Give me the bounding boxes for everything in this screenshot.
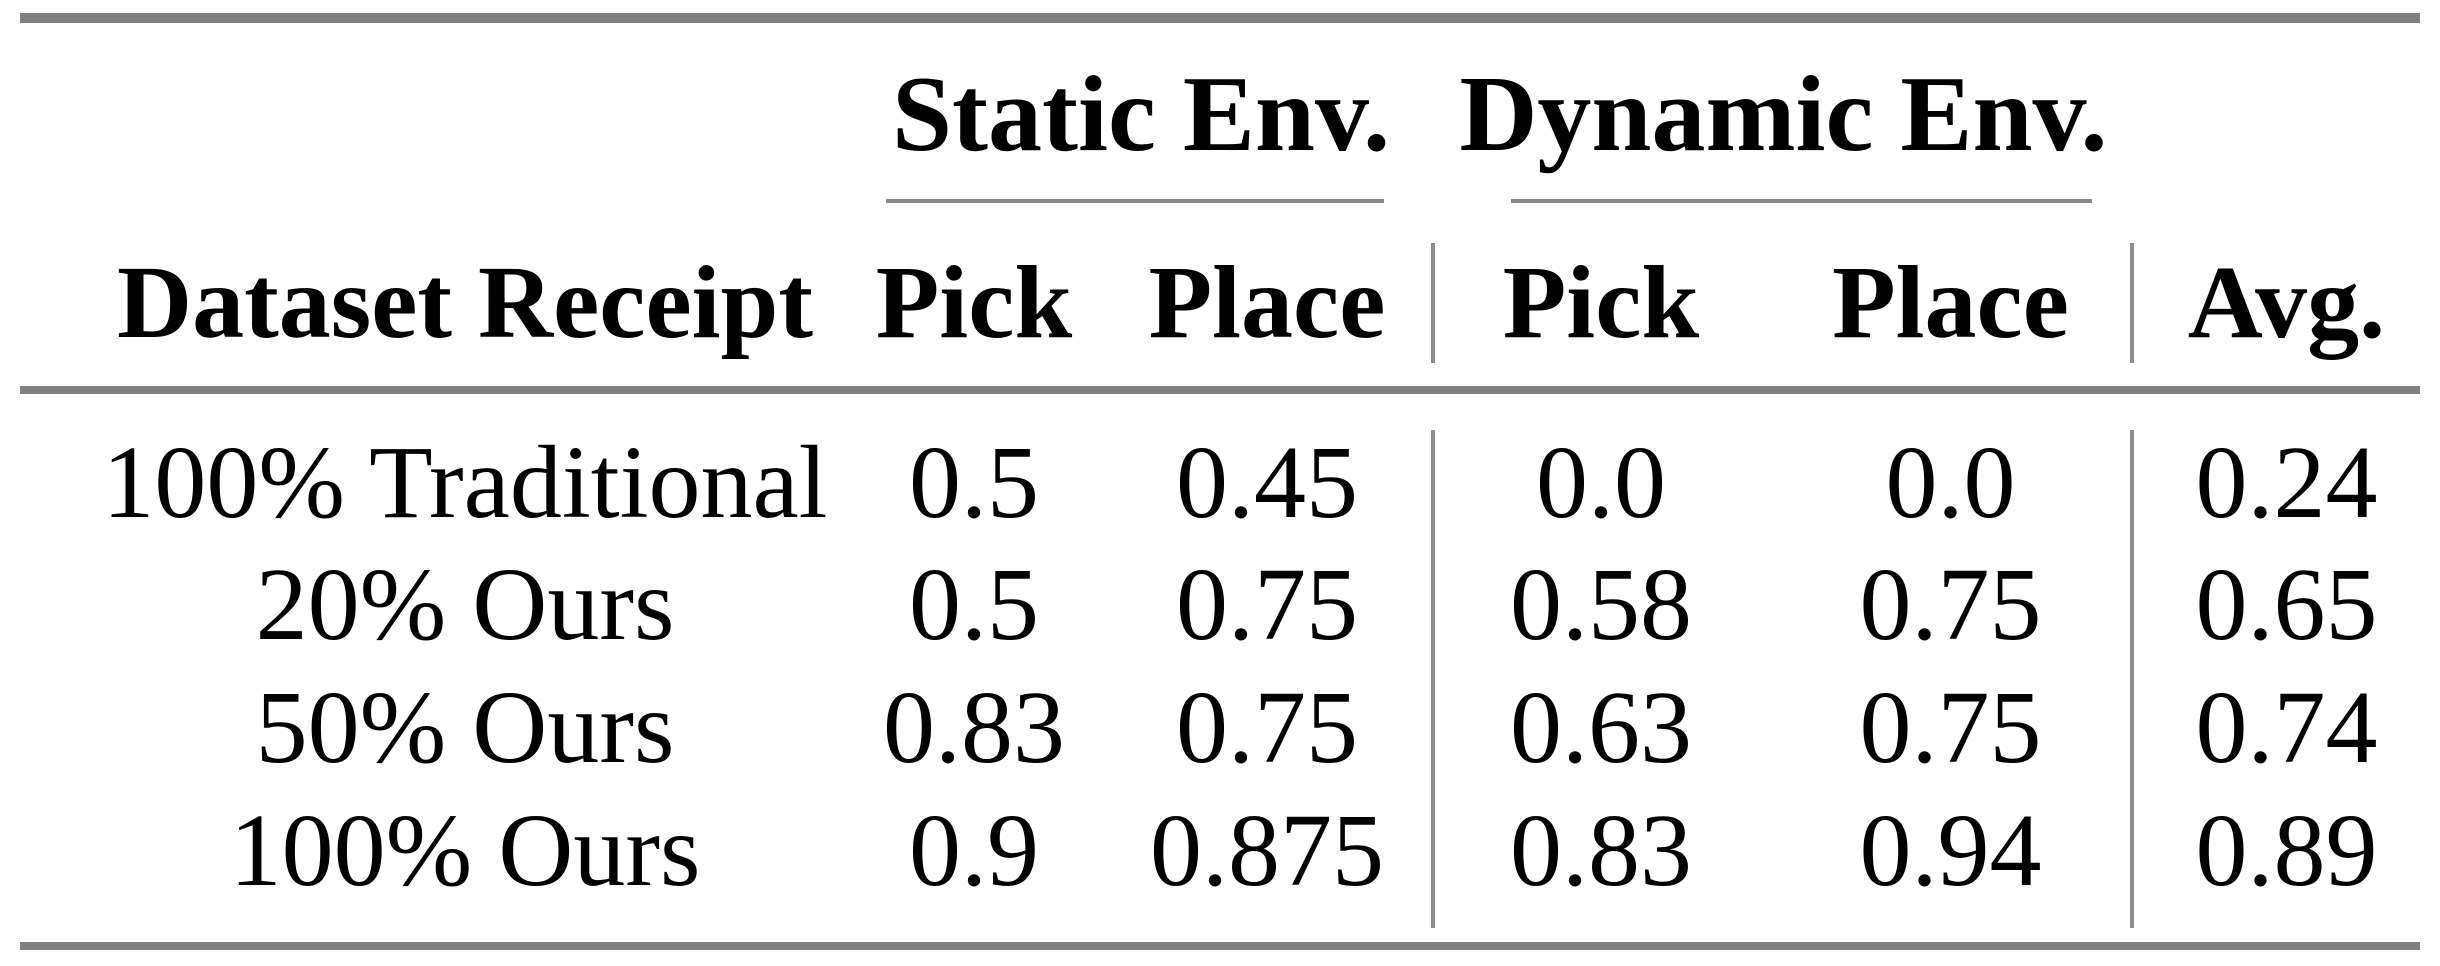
column-group-dynamic-env: Dynamic Env. xyxy=(1459,55,2108,174)
cell-avg: 0.89 xyxy=(2195,793,2378,908)
row-label: 100% Ours xyxy=(229,793,701,908)
table-row: 20% Ours 0.5 0.75 0.58 0.75 0.65 xyxy=(0,547,2440,662)
column-group-static-env: Static Env. xyxy=(891,55,1391,174)
header-static-pick: Pick xyxy=(875,245,1073,360)
static-env-underline xyxy=(886,199,1384,203)
table-row: 50% Ours 0.83 0.75 0.63 0.75 0.74 xyxy=(0,670,2440,785)
row-label: 50% Ours xyxy=(255,670,675,785)
top-rule xyxy=(20,13,2420,23)
cell-avg: 0.65 xyxy=(2195,547,2378,662)
bottom-rule xyxy=(20,942,2420,950)
table-row: 100% Ours 0.9 0.875 0.83 0.94 0.89 xyxy=(0,793,2440,908)
cell-static-pick: 0.5 xyxy=(909,547,1039,662)
header-dynamic-place: Place xyxy=(1832,245,2069,360)
cell-static-place: 0.875 xyxy=(1150,793,1384,908)
divider-avg-header xyxy=(2130,243,2134,363)
divider-static-dynamic-header xyxy=(1431,243,1435,363)
header-dataset-receipt: Dataset Receipt xyxy=(117,245,813,360)
cell-dynamic-place: 0.75 xyxy=(1859,670,2042,785)
cell-static-pick: 0.5 xyxy=(909,425,1039,540)
cell-dynamic-pick: 0.83 xyxy=(1510,793,1692,908)
divider-static-dynamic-body xyxy=(1431,430,1435,928)
cell-dynamic-place: 0.75 xyxy=(1859,547,2042,662)
cell-static-place: 0.75 xyxy=(1176,670,1358,785)
cell-static-place: 0.45 xyxy=(1176,425,1358,540)
table-row: 100% Traditional 0.5 0.45 0.0 0.0 0.24 xyxy=(0,425,2440,540)
header-avg: Avg. xyxy=(2187,245,2386,360)
row-label: 20% Ours xyxy=(255,547,675,662)
cell-avg: 0.24 xyxy=(2195,425,2378,540)
header-static-place: Place xyxy=(1148,245,1386,360)
header-separator-rule xyxy=(20,386,2420,394)
cell-dynamic-pick: 0.0 xyxy=(1536,425,1666,540)
cell-static-pick: 0.83 xyxy=(883,670,1065,785)
dynamic-env-underline xyxy=(1511,199,2092,203)
cell-avg: 0.74 xyxy=(2195,670,2378,785)
row-label: 100% Traditional xyxy=(102,425,828,540)
cell-static-pick: 0.9 xyxy=(909,793,1039,908)
cell-dynamic-place: 0.0 xyxy=(1885,425,2016,540)
header-row: Dataset Receipt Pick Place Pick Place Av… xyxy=(0,245,2440,360)
divider-avg-body xyxy=(2130,430,2134,928)
header-dynamic-pick: Pick xyxy=(1502,245,1700,360)
cell-dynamic-place: 0.94 xyxy=(1859,793,2042,908)
cell-dynamic-pick: 0.58 xyxy=(1510,547,1692,662)
cell-static-place: 0.75 xyxy=(1176,547,1358,662)
cell-dynamic-pick: 0.63 xyxy=(1510,670,1692,785)
